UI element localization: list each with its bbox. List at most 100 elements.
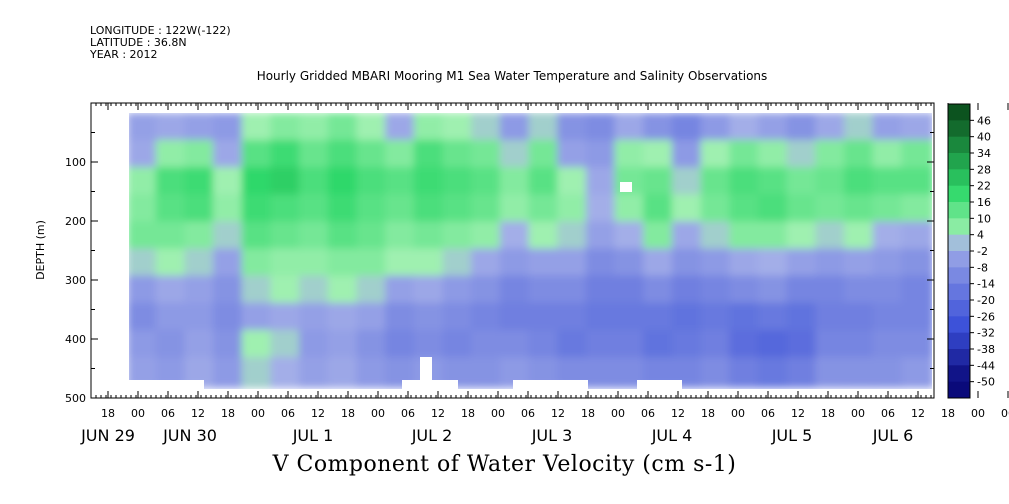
heatmap-cell (844, 329, 877, 361)
heatmap-cell (557, 113, 590, 144)
heatmap-cell (700, 194, 734, 226)
colorbar-bin (948, 153, 970, 170)
heatmap-cell (499, 113, 533, 144)
heatmap-cell (872, 221, 906, 253)
longitude-label: LONGITUDE : 122W(-122) (90, 24, 231, 37)
heatmap-cell (270, 275, 304, 307)
heatmap-cell (786, 248, 820, 280)
colorbar-label: -38 (977, 343, 995, 356)
heatmap-cell (528, 302, 562, 334)
colorbar-bin (948, 316, 970, 334)
colorbar-bin (948, 120, 970, 138)
heatmap-cell (614, 275, 648, 307)
heatmap-cell (815, 275, 848, 307)
heatmap-cell (270, 139, 304, 171)
heatmap-cell (729, 221, 762, 253)
heatmap-cell (557, 167, 590, 199)
heatmap-cell (299, 167, 332, 199)
x-hour-label: 06 (641, 407, 655, 420)
heatmap-cell (356, 221, 390, 253)
heatmap-cell (901, 113, 932, 144)
heatmap-cell (872, 194, 906, 226)
heatmap-cell (844, 275, 877, 307)
heatmap-cell (213, 221, 246, 253)
heatmap-cell (213, 248, 246, 280)
x-hour-label: 00 (731, 407, 745, 420)
heatmap-cell (413, 275, 447, 307)
heatmap-cell (499, 248, 533, 280)
colorbar-bin (948, 381, 970, 399)
chart-title: Hourly Gridded MBARI Mooring M1 Sea Wate… (256, 69, 768, 83)
heatmap-cell (643, 113, 676, 144)
heatmap-cell (614, 248, 648, 280)
heatmap-cell (872, 139, 906, 171)
heatmap-cell (471, 113, 504, 144)
heatmap-cell (356, 139, 390, 171)
heatmap-cell (184, 248, 218, 280)
y-tick-label: 500 (65, 392, 86, 405)
y-tick-label: 100 (65, 156, 86, 169)
x-hour-label: 12 (911, 407, 925, 420)
heatmap-cell (671, 194, 705, 226)
heatmap-cell (557, 221, 590, 253)
colorbar (947, 103, 971, 399)
heatmap-cell (499, 139, 533, 171)
heatmap-cell (844, 194, 877, 226)
heatmap-cell (901, 221, 932, 253)
heatmap-cell (872, 357, 906, 389)
y-tick-label: 400 (65, 333, 86, 346)
heatmap-cell (442, 275, 476, 307)
heatmap-cell (757, 221, 791, 253)
heatmap-cell (385, 329, 418, 361)
heatmap-cell (700, 329, 734, 361)
heatmap-cell (614, 302, 648, 334)
heatmap-cell (413, 139, 447, 171)
x-hour-label: 18 (461, 407, 475, 420)
x-day-label: JUN 30 (162, 426, 217, 445)
heatmap-cell (241, 194, 275, 226)
heatmap-cell (327, 221, 361, 253)
heatmap-cell (270, 167, 304, 199)
heatmap-cell (129, 248, 160, 280)
heatmap-cell (241, 221, 275, 253)
colorbar-bin (948, 300, 970, 317)
heatmap-cell (844, 248, 877, 280)
heatmap-cell (241, 329, 275, 361)
heatmap-cell (786, 302, 820, 334)
heatmap-cell (643, 139, 676, 171)
heatmap-cell (557, 139, 590, 171)
heatmap-cell (700, 167, 734, 199)
x-hour-label: 12 (791, 407, 805, 420)
heatmap-cells (129, 113, 932, 389)
heatmap-cell (299, 357, 332, 389)
heatmap-cell (643, 302, 676, 334)
y-tick-label: 200 (65, 215, 86, 228)
x-hour-label: 06 (401, 407, 415, 420)
heatmap-cell (471, 221, 504, 253)
heatmap-cell (872, 113, 906, 144)
colorbar-label: -20 (977, 294, 995, 307)
missing-data-patch (129, 380, 204, 390)
heatmap-cell (442, 139, 476, 171)
heatmap-cell (757, 302, 791, 334)
heatmap-cell (729, 113, 762, 144)
heatmap-cell (786, 357, 820, 389)
colorbar-label: -44 (977, 359, 995, 372)
heatmap-cell (757, 113, 791, 144)
heatmap-cell (213, 329, 246, 361)
heatmap-cell (213, 167, 246, 199)
heatmap-cell (241, 248, 275, 280)
heatmap-cell (327, 139, 361, 171)
heatmap-cell (729, 329, 762, 361)
heatmap-cell (671, 329, 705, 361)
heatmap-cell (129, 302, 160, 334)
heatmap-cell (901, 275, 932, 307)
colorbar-bin (948, 104, 970, 121)
heatmap-cell (213, 194, 246, 226)
heatmap-cell (557, 329, 590, 361)
x-hour-label: 12 (671, 407, 685, 420)
heatmap-cell (299, 113, 332, 144)
missing-data-patch (637, 380, 682, 390)
heatmap-cell (700, 221, 734, 253)
x-hour-label: 00 (371, 407, 385, 420)
